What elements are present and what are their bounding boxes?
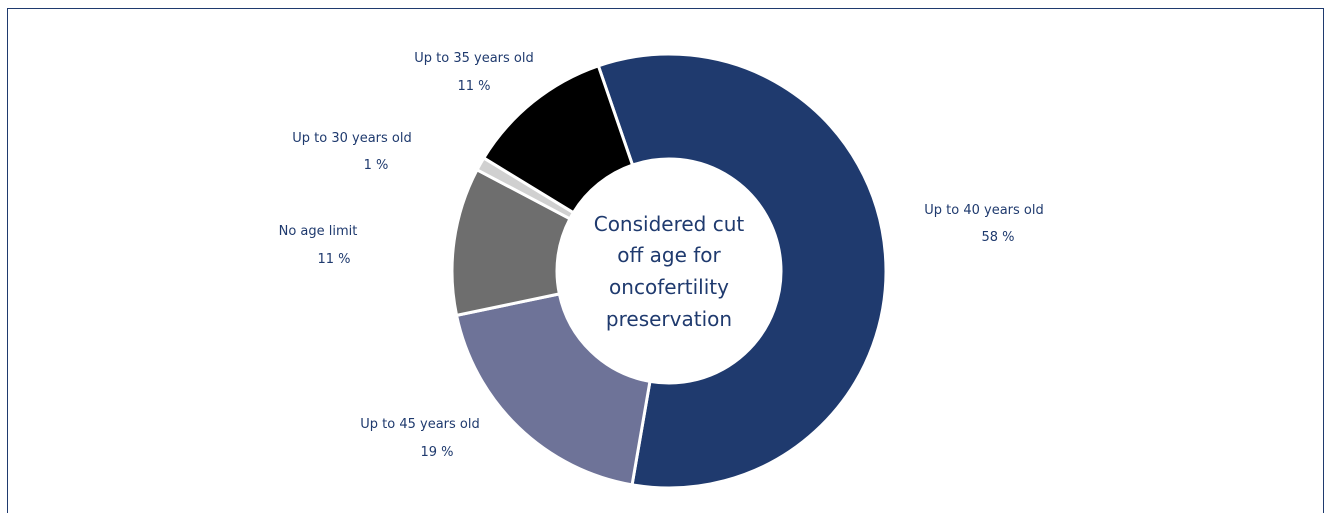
slice-up-to-35-years-old: [481, 63, 635, 215]
slice-label-up-to-30: Up to 30 years old: [292, 131, 411, 146]
center-line-2: off age for: [617, 243, 721, 267]
slice-value-no-age-limit: 11 %: [317, 252, 350, 267]
slice-value-up-to-35: 11 %: [457, 79, 490, 94]
slice-value-up-to-30: 1 %: [364, 158, 389, 173]
slice-up-to-45-years-old: [454, 292, 652, 487]
slice-value-up-to-40: 58 %: [981, 230, 1014, 245]
slice-label-up-to-40: Up to 40 years old: [924, 203, 1043, 218]
slice-label-up-to-45: Up to 45 years old: [360, 417, 479, 432]
center-line-1: Considered cut: [594, 212, 745, 236]
labels-group: Up to 35 years old 11 % Up to 30 years o…: [279, 51, 1044, 460]
slices-group: [450, 52, 888, 490]
slice-value-up-to-45: 19 %: [420, 445, 453, 460]
slice-label-up-to-35: Up to 35 years old: [414, 51, 533, 66]
slice-up-to-40-years-old: [596, 52, 888, 490]
center-line-3: oncofertility: [609, 275, 729, 299]
center-line-4: preservation: [606, 307, 732, 331]
donut-center-title: Considered cut off age for oncofertility…: [594, 212, 745, 331]
slice-label-no-age-limit: No age limit: [279, 224, 358, 239]
